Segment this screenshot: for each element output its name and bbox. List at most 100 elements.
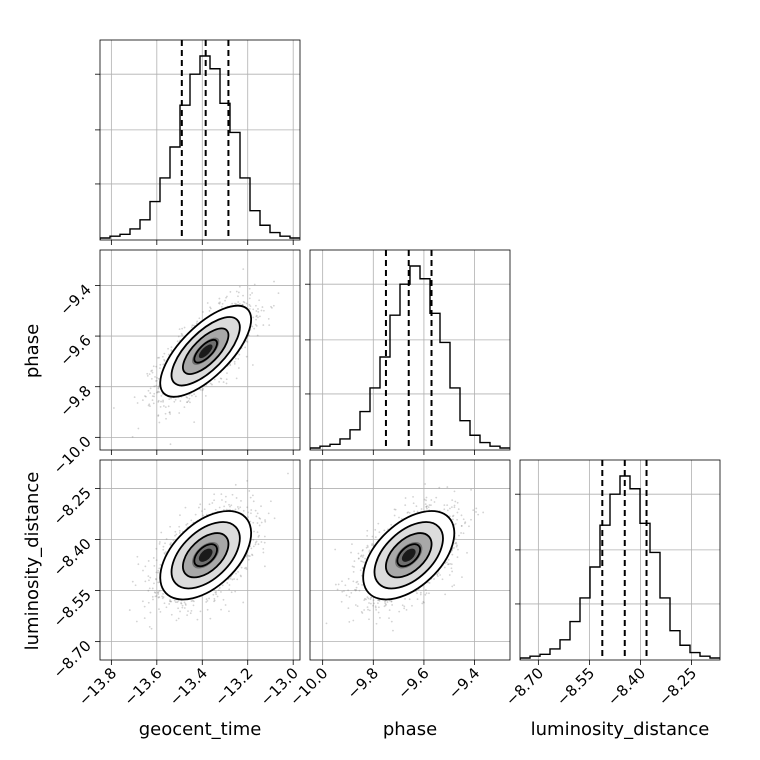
scatter-point xyxy=(412,502,415,505)
scatter-point xyxy=(215,591,218,593)
scatter-point xyxy=(161,597,164,600)
scatter-point xyxy=(341,580,343,583)
scatter-point xyxy=(159,405,162,408)
scatter-point xyxy=(173,400,176,403)
scatter-point xyxy=(156,391,159,394)
scatter-point xyxy=(190,326,193,329)
scatter-point xyxy=(267,512,270,515)
scatter-point xyxy=(141,600,144,603)
scatter-point xyxy=(424,593,427,596)
scatter-point xyxy=(443,508,446,511)
scatter-point xyxy=(235,377,238,380)
scatter-point xyxy=(160,531,163,534)
scatter-point xyxy=(225,382,228,385)
scatter-point xyxy=(271,306,273,309)
scatter-point xyxy=(350,551,352,554)
scatter-point xyxy=(451,585,454,588)
panel-content xyxy=(100,40,300,240)
scatter-point xyxy=(158,596,161,598)
scatter-point xyxy=(167,347,169,350)
scatter-point xyxy=(408,511,411,514)
scatter-point xyxy=(367,546,369,548)
scatter-point xyxy=(143,605,146,608)
scatter-point xyxy=(162,596,165,598)
scatter-point xyxy=(180,602,183,605)
scatter-point xyxy=(170,349,173,352)
scatter-point xyxy=(174,530,177,533)
scatter-point xyxy=(213,493,216,496)
scatter-point xyxy=(364,597,366,600)
scatter-point xyxy=(158,543,161,545)
scatter-point xyxy=(159,363,162,366)
scatter-point xyxy=(162,548,165,551)
scatter-point xyxy=(158,391,161,393)
scatter-point xyxy=(460,524,463,527)
panel-content xyxy=(310,250,510,450)
scatter-point xyxy=(226,295,228,298)
scatter-point xyxy=(455,541,458,544)
scatter-point xyxy=(255,314,258,317)
scatter-point xyxy=(361,549,364,552)
scatter-point xyxy=(135,620,138,623)
scatter-point xyxy=(164,412,167,415)
panel-frame xyxy=(99,249,301,451)
scatter-point xyxy=(361,584,363,586)
scatter-point xyxy=(156,591,159,594)
contour-1-sigma xyxy=(385,532,433,579)
scatter-point xyxy=(208,597,211,600)
scatter-point xyxy=(361,556,364,558)
scatter-point xyxy=(213,378,216,381)
scatter-point xyxy=(468,525,470,528)
scatter-point xyxy=(170,600,173,603)
scatter-point xyxy=(221,584,224,587)
scatter-point xyxy=(188,397,191,400)
scatter-point xyxy=(424,483,427,485)
scatter-point xyxy=(250,509,253,511)
scatter-point xyxy=(186,614,189,617)
scatter-point xyxy=(343,590,345,592)
scatter-point xyxy=(235,290,238,293)
scatter-point xyxy=(214,591,217,594)
scatter-point xyxy=(423,601,425,604)
scatter-point xyxy=(253,327,256,330)
scatter-point xyxy=(208,503,211,506)
scatter-point xyxy=(254,543,257,546)
scatter-point xyxy=(368,602,370,604)
scatter-point xyxy=(412,495,414,498)
scatter-point xyxy=(148,587,151,590)
scatter-point xyxy=(256,512,259,515)
scatter-point xyxy=(334,548,337,551)
scatter-point xyxy=(155,571,158,574)
scatter-point xyxy=(260,309,263,312)
scatter-point xyxy=(272,304,275,307)
scatter-point xyxy=(366,535,369,537)
scatter-point xyxy=(242,294,244,297)
scatter-point xyxy=(213,599,216,602)
scatter-point xyxy=(192,599,194,602)
scatter-point xyxy=(460,525,463,527)
scatter-point xyxy=(196,618,199,621)
scatter-point xyxy=(273,280,275,283)
contour-2-sigma xyxy=(159,304,253,398)
scatter-point xyxy=(462,518,465,521)
scatter-point xyxy=(250,547,253,550)
scatter-point xyxy=(461,576,463,579)
scatter-point xyxy=(378,531,381,534)
scatter-point xyxy=(252,538,255,541)
scatter-point xyxy=(159,563,162,566)
scatter-point xyxy=(377,602,379,605)
scatter-point xyxy=(424,503,427,506)
scatter-point xyxy=(245,568,248,570)
scatter-point xyxy=(185,396,188,398)
scatter-point xyxy=(155,379,158,382)
scatter-point xyxy=(447,558,450,561)
scatter-point xyxy=(173,599,176,602)
scatter-point xyxy=(237,301,240,303)
scatter-point xyxy=(155,577,157,580)
scatter-point xyxy=(149,611,152,614)
scatter-point xyxy=(149,392,152,394)
scatter-point xyxy=(464,521,467,524)
scatter-point xyxy=(421,602,424,605)
scatter-point xyxy=(262,547,265,550)
